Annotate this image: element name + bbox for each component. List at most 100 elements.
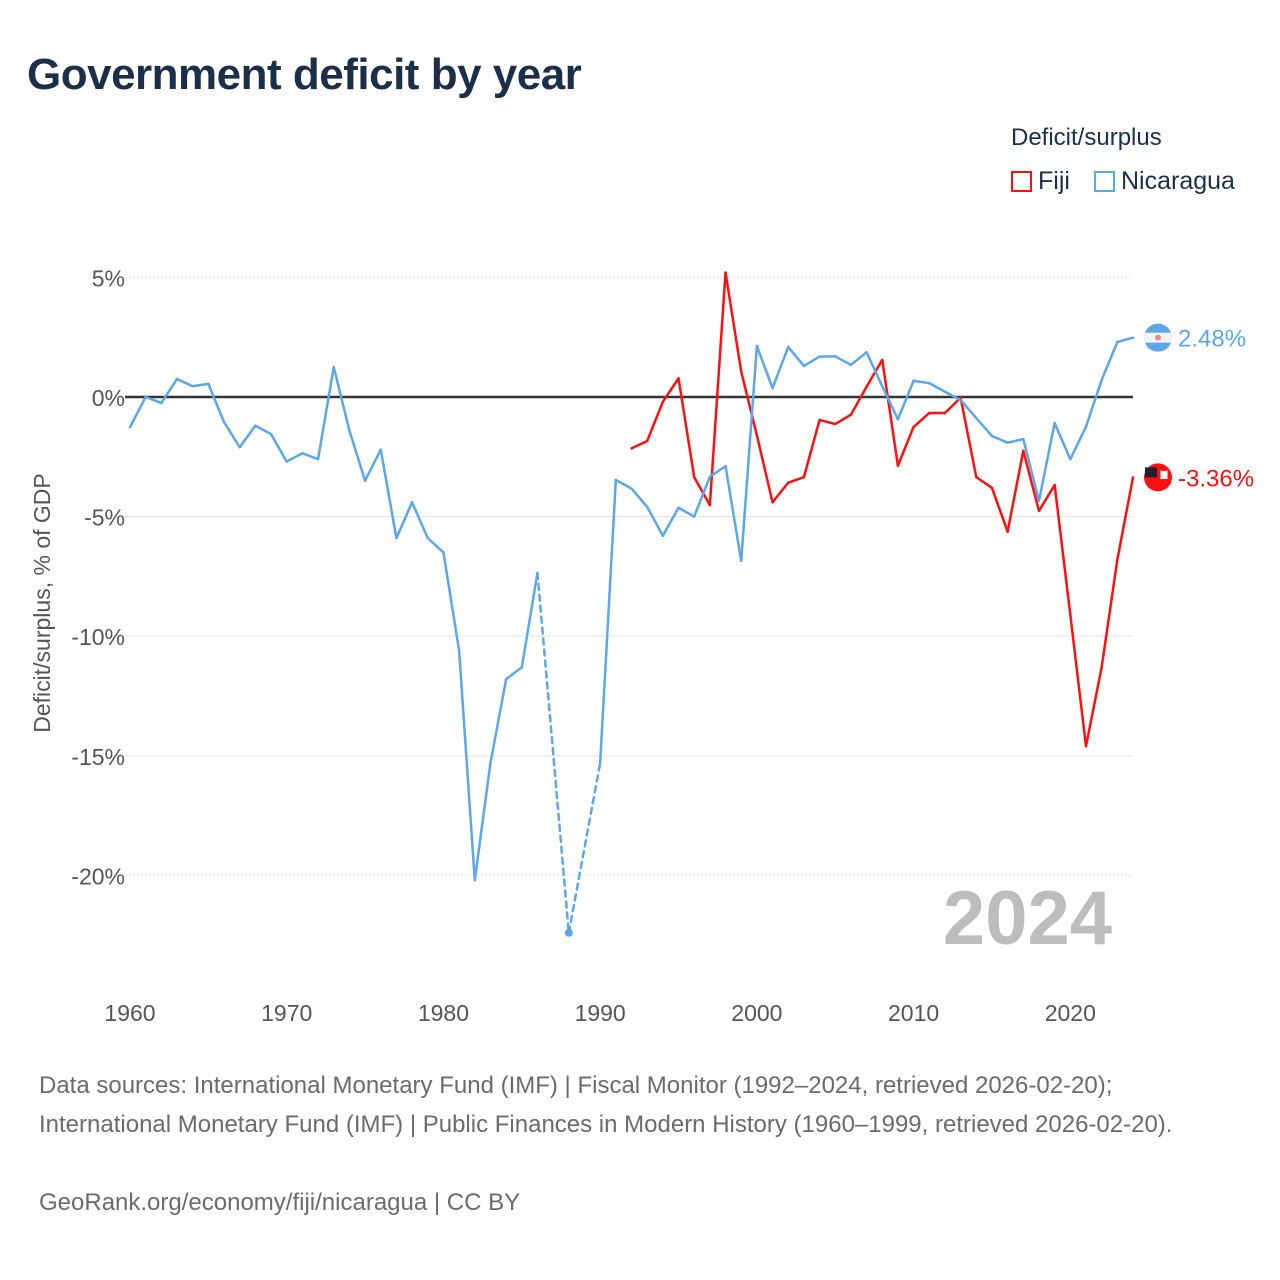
line-segment-fiji [1022,449,1041,513]
line-segment-nicaragua [724,464,743,563]
legend-item-nicaragua[interactable]: Nicaragua [1094,167,1235,196]
line-segment-nicaragua [1100,340,1119,382]
line-segment-nicaragua [254,424,273,436]
line-segment-fiji [1053,483,1072,616]
line-segment-nicaragua [1084,378,1103,428]
line-segment-nicaragua [207,382,226,424]
line-segment-nicaragua [990,434,1009,444]
line-segment-fiji [1037,483,1056,513]
line-segment-nicaragua [363,448,382,482]
legend-swatch-nicaragua [1094,171,1115,192]
x-tick-label: 1960 [104,1000,155,1026]
end-value-label-nicaragua: 2.48% [1178,326,1246,353]
line-segment-nicaragua [928,381,947,393]
line-segment-fiji [959,396,978,479]
line-segment-nicaragua [708,464,727,478]
line-segment-nicaragua [348,429,367,482]
line-segment-fiji [786,475,806,484]
fiji-flag-shield [1159,469,1169,480]
line-segment-fiji [802,418,821,479]
line-segment-fiji [708,271,727,507]
x-tick-label: 1970 [261,1000,312,1026]
line-segment-nicaragua [802,355,821,368]
line-segment-nicaragua [881,384,900,421]
line-segment-nicaragua [959,398,978,420]
line-segment-fiji [677,377,696,479]
line-segment-nicaragua [536,571,571,935]
y-tick-label: 5% [92,265,125,291]
line-segment-nicaragua [144,395,163,405]
line-segment-fiji [975,475,994,490]
line-segment-nicaragua [739,344,759,563]
legend-label-nicaragua: Nicaragua [1121,167,1235,195]
legend-title: Deficit/surplus [1011,124,1162,151]
end-value-label-fiji: -3.36% [1178,465,1254,492]
line-segment-fiji [896,425,915,467]
line-segment-fiji [833,413,853,426]
y-tick-label: -10% [71,624,125,650]
y-tick-label: -5% [84,505,125,531]
line-segment-nicaragua [269,432,288,463]
line-segment-fiji [1084,666,1103,748]
line-segment-fiji [912,411,931,429]
line-segment-nicaragua [1069,425,1088,461]
line-segment-fiji [692,475,712,507]
line-segment-fiji [1069,613,1088,748]
line-segment-nicaragua [191,382,210,388]
line-segment-nicaragua [160,377,179,405]
legend-item-fiji[interactable]: Fiji [1011,167,1070,196]
line-segment-nicaragua [410,500,430,540]
line-segment-nicaragua [943,390,962,402]
legend-swatch-fiji [1011,171,1032,192]
line-segment-nicaragua [379,448,398,540]
line-segment-nicaragua [457,649,477,882]
line-segment-nicaragua [645,505,665,537]
line-segment-fiji [771,481,790,504]
line-segment-fiji [630,439,649,450]
line-segment-nicaragua [238,424,257,449]
line-segment-nicaragua [567,761,602,935]
y-tick-label: 0% [92,385,125,411]
line-segment-fiji [739,370,759,437]
y-axis-label: Deficit/surplus, % of GDP [29,473,55,732]
line-segment-nicaragua [128,395,147,429]
line-segment-nicaragua [677,506,696,518]
line-segment-nicaragua [395,500,414,540]
line-segment-fiji [818,418,837,426]
fiji-flag-canton [1145,467,1157,478]
y-tick-label: -20% [71,863,125,889]
chart-title: Government deficit by year [27,50,582,99]
legend-label-fiji: Fiji [1038,167,1070,195]
line-segment-nicaragua [316,365,335,461]
line-segment-nicaragua [1053,421,1072,461]
line-segment-nicaragua [473,761,492,882]
line-segment-nicaragua [489,678,508,765]
x-tick-label: 2000 [731,1000,782,1026]
line-segment-nicaragua [175,377,194,388]
credit-link[interactable]: GeoRank.org/economy/fiji/nicaragua | CC … [39,1189,521,1216]
line-segment-fiji [865,358,884,388]
line-segment-nicaragua [786,345,806,368]
line-segment-nicaragua [426,536,445,554]
line-segment-nicaragua [1116,336,1135,344]
line-segment-fiji [943,396,962,415]
line-segment-nicaragua [598,478,618,765]
line-segment-nicaragua [222,420,241,449]
data-point-nicaragua [564,928,573,937]
line-segment-nicaragua [865,351,884,388]
line-segment-fiji [1116,476,1135,561]
y-tick-label: -15% [71,744,125,770]
line-segment-fiji [881,358,900,467]
line-segment-nicaragua [1006,437,1025,444]
line-segment-nicaragua [661,506,680,537]
line-segment-nicaragua [442,551,461,652]
line-segment-nicaragua [692,475,712,518]
line-segment-fiji [724,271,743,373]
line-segment-fiji [990,486,1009,533]
line-segment-fiji [1100,558,1119,669]
line-segment-nicaragua [301,451,320,461]
nicaragua-flag-emblem [1155,334,1161,341]
data-sources: Data sources: International Monetary Fun… [39,1072,1173,1138]
line-segment-nicaragua [912,379,931,385]
